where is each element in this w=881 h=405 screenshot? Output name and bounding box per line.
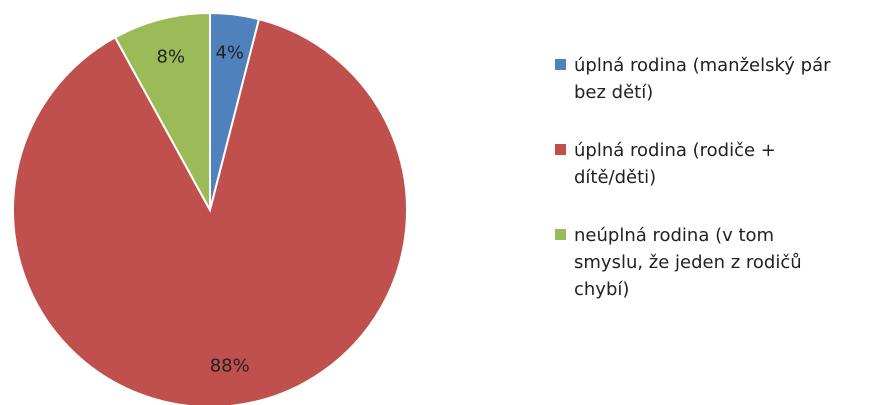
data-label: 88%	[210, 355, 250, 376]
legend-item: úplná rodina (rodiče + dítě/děti)	[555, 137, 875, 191]
legend-label: neúplná rodina (v tom smyslu, že jeden z…	[574, 225, 802, 300]
legend-label: úplná rodina (manželský pár bez dětí)	[574, 55, 831, 103]
legend-swatch	[555, 144, 566, 155]
data-label: 4%	[215, 43, 244, 64]
pie-slice	[113, 11, 211, 211]
legend-swatch	[555, 229, 566, 240]
legend-item: neúplná rodina (v tom smyslu, že jeden z…	[555, 222, 875, 303]
data-label: 8%	[157, 46, 186, 67]
legend-swatch	[555, 59, 566, 70]
legend: úplná rodina (manželský pár bez dětí) úpl…	[555, 52, 875, 334]
legend-label: úplná rodina (rodiče + dítě/děti)	[574, 140, 776, 188]
pie-slice	[12, 17, 408, 405]
legend-item: úplná rodina (manželský pár bez dětí)	[555, 52, 875, 106]
